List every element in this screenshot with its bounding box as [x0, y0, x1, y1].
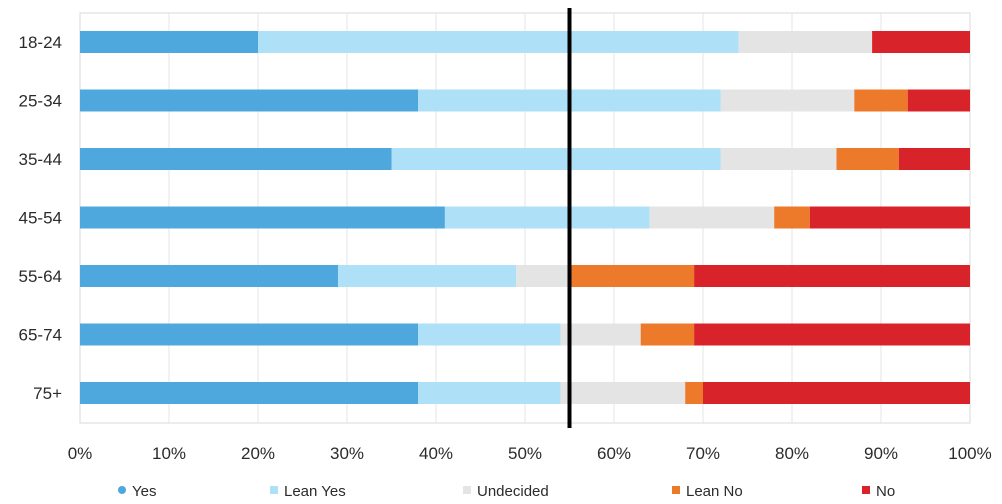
bar-segment-no [694, 323, 970, 346]
bar-segment-yes [80, 382, 419, 404]
bar-segment-yes [80, 148, 392, 170]
bar-segment-undecided [720, 89, 855, 112]
bar-segment-lean-yes [258, 31, 739, 53]
bar-segment-yes [80, 89, 419, 112]
y-category-label: 18-24 [19, 33, 62, 52]
bar-segment-undecided [649, 206, 775, 229]
legend-label: Yes [132, 483, 156, 500]
legend-marker-undecided [463, 486, 471, 494]
bar-segment-undecided [560, 323, 641, 346]
bar-segment-lean-no [640, 323, 695, 346]
x-tick-label: 0% [68, 444, 93, 463]
legend-marker-no [862, 486, 870, 494]
bar-segment-lean-yes [418, 323, 561, 346]
bar-segment-lean-yes [444, 206, 650, 229]
bar-segment-no [872, 31, 970, 53]
x-tick-label: 70% [686, 444, 720, 463]
bar-segment-undecided [516, 265, 570, 287]
x-tick-label: 60% [597, 444, 631, 463]
y-category-label: 35-44 [19, 150, 62, 169]
bar-segment-yes [80, 206, 445, 229]
x-tick-label: 40% [419, 444, 453, 463]
bar-segment-lean-yes [391, 148, 721, 170]
x-tick-label: 80% [775, 444, 809, 463]
bar-segment-yes [80, 323, 419, 346]
x-tick-label: 90% [864, 444, 898, 463]
y-category-label: 55-64 [19, 267, 62, 286]
legend-marker-yes [118, 486, 126, 494]
bar-segment-lean-no [836, 148, 899, 170]
legend-marker-lean-yes [270, 486, 278, 494]
bar-segment-undecided [560, 382, 686, 404]
bar-segment-lean-no [569, 265, 695, 287]
x-tick-label: 30% [330, 444, 364, 463]
bar-segment-yes [80, 31, 258, 53]
x-tick-label: 100% [948, 444, 991, 463]
bar-segment-undecided [720, 148, 837, 170]
bar-segment-lean-yes [418, 382, 561, 404]
bar-segment-lean-no [854, 89, 908, 112]
legend-marker-lean-no [672, 486, 680, 494]
bar-segment-yes [80, 265, 339, 287]
bar-segment-no [809, 206, 970, 229]
bar-segment-lean-no [774, 206, 810, 229]
x-tick-label: 50% [508, 444, 542, 463]
x-tick-label: 10% [152, 444, 186, 463]
bar-segment-undecided [738, 31, 873, 53]
legend-label: Undecided [477, 483, 549, 500]
legend-label: No [876, 483, 895, 500]
x-tick-label: 20% [241, 444, 275, 463]
y-category-label: 75+ [33, 384, 62, 403]
legend-label: Lean No [686, 483, 743, 500]
bar-segment-lean-yes [338, 265, 517, 287]
bar-segment-no [703, 382, 970, 404]
bar-segment-no [898, 148, 970, 170]
legend-label: Lean Yes [284, 483, 346, 500]
y-category-label: 65-74 [19, 326, 62, 345]
bar-segment-no [694, 265, 970, 287]
bar-segment-no [907, 89, 970, 112]
y-category-label: 25-34 [19, 92, 62, 111]
bar-segment-lean-no [685, 382, 703, 404]
y-category-label: 45-54 [19, 209, 62, 228]
